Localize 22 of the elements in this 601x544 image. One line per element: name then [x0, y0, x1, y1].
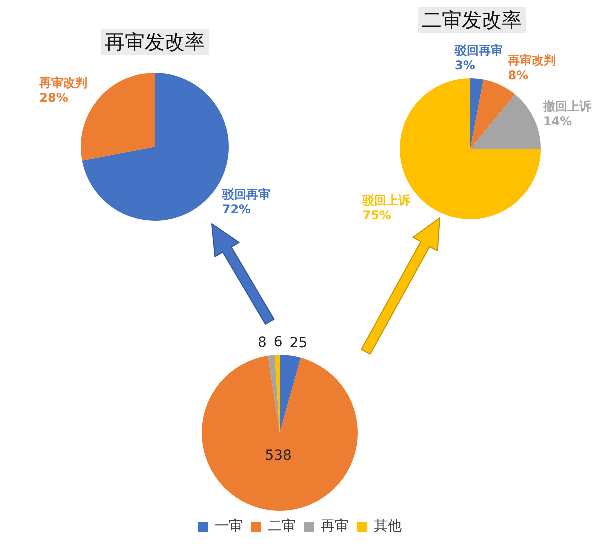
data-label: 28%	[40, 90, 68, 105]
legend-label: 再审	[321, 518, 349, 535]
legend-label: 一审	[215, 518, 243, 535]
data-label: 8	[258, 335, 267, 352]
chart-title: 二审发改率	[418, 7, 526, 33]
slice-label: 再审改判	[507, 54, 556, 68]
slice-label: 再审改判	[38, 76, 88, 90]
data-label: 25	[290, 335, 308, 352]
slice-label: 驳回再审	[454, 43, 504, 58]
data-label: 14%	[543, 114, 572, 128]
data-label: 538	[265, 448, 292, 464]
data-label: 6	[274, 334, 283, 351]
legend-label: 其他	[374, 518, 402, 535]
slice-label: 撤回上诉	[542, 99, 592, 114]
slice-label: 驳回上诉	[362, 193, 412, 208]
chart-title: 再审发改率	[101, 29, 209, 55]
slice-label: 驳回再审	[221, 187, 270, 202]
data-label: 3%	[455, 58, 476, 72]
data-label: 8%	[508, 68, 529, 83]
data-label: 72%	[222, 202, 252, 216]
data-label: 75%	[362, 208, 392, 222]
legend-label: 二审	[268, 518, 296, 535]
